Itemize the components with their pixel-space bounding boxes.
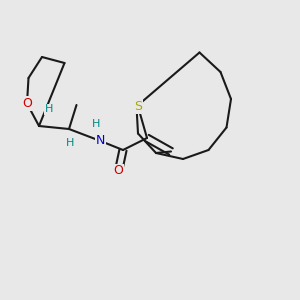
Text: O: O bbox=[114, 164, 123, 178]
Text: H: H bbox=[45, 104, 54, 115]
Text: H: H bbox=[92, 119, 100, 130]
Text: S: S bbox=[134, 100, 142, 113]
Text: O: O bbox=[22, 97, 32, 110]
Text: N: N bbox=[96, 134, 105, 148]
Text: H: H bbox=[66, 137, 75, 148]
